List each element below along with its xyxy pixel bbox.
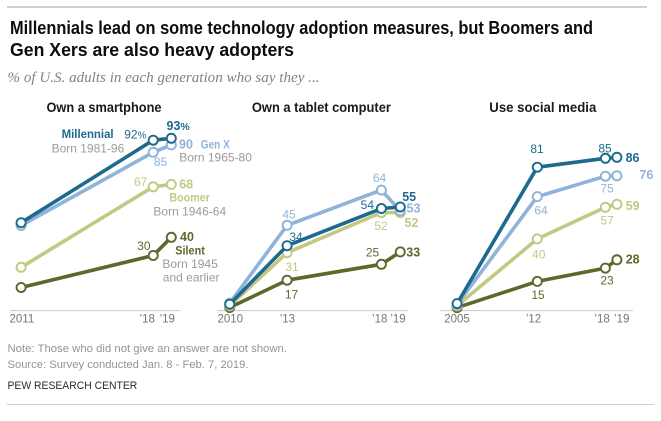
svg-text:90: 90 <box>179 137 193 151</box>
svg-text:Born 1981-96: Born 1981-96 <box>52 141 125 155</box>
svg-text:Gen X: Gen X <box>201 137 230 151</box>
svg-text:Millennials lead on some techn: Millennials lead on some technology adop… <box>10 18 593 38</box>
svg-text:and earlier: and earlier <box>163 271 220 285</box>
svg-text:Note: Those who did not give a: Note: Those who did not give an answer a… <box>8 343 288 355</box>
svg-text:93%: 93% <box>167 119 191 133</box>
svg-text:23: 23 <box>600 274 614 288</box>
svg-text:2010: 2010 <box>218 314 244 326</box>
svg-text:54: 54 <box>361 198 375 212</box>
svg-text:Own a smartphone: Own a smartphone <box>47 100 162 115</box>
svg-text:’18: ’18 <box>140 314 155 326</box>
svg-text:28: 28 <box>626 253 640 267</box>
svg-text:Born 1965-80: Born 1965-80 <box>179 151 252 165</box>
svg-text:34: 34 <box>289 230 303 244</box>
svg-text:57: 57 <box>600 214 614 228</box>
svg-text:Source: Survey conducted Jan.: Source: Survey conducted Jan. 8 - Feb. 7… <box>8 359 249 371</box>
svg-text:40: 40 <box>532 248 546 262</box>
svg-text:’12: ’12 <box>526 314 541 326</box>
svg-text:52: 52 <box>374 219 388 233</box>
svg-text:’18: ’18 <box>594 314 609 326</box>
svg-text:’13: ’13 <box>280 314 295 326</box>
svg-text:PEW RESEARCH CENTER: PEW RESEARCH CENTER <box>8 380 138 392</box>
svg-text:’18: ’18 <box>372 314 387 326</box>
svg-text:Boomer: Boomer <box>169 190 210 204</box>
svg-text:25: 25 <box>366 245 380 259</box>
svg-text:33: 33 <box>406 245 420 259</box>
svg-text:31: 31 <box>285 260 299 274</box>
svg-text:59: 59 <box>626 199 640 213</box>
svg-text:85: 85 <box>598 142 612 156</box>
svg-text:53: 53 <box>407 202 421 216</box>
svg-text:67: 67 <box>134 175 148 189</box>
svg-text:15: 15 <box>531 288 545 302</box>
svg-text:Gen Xers are also heavy adopte: Gen Xers are also heavy adopters <box>10 40 294 60</box>
svg-text:92%: 92% <box>124 127 146 141</box>
svg-text:Born 1945: Born 1945 <box>162 257 218 271</box>
svg-text:Use social media: Use social media <box>489 100 596 115</box>
svg-text:Millennial: Millennial <box>62 127 114 141</box>
svg-text:’19: ’19 <box>390 314 405 326</box>
svg-text:Own a tablet computer: Own a tablet computer <box>252 100 392 115</box>
svg-text:30: 30 <box>137 239 151 253</box>
svg-text:55: 55 <box>402 190 416 204</box>
svg-text:45: 45 <box>282 208 296 222</box>
svg-text:75: 75 <box>600 182 614 196</box>
svg-text:2011: 2011 <box>10 314 35 326</box>
svg-text:’19: ’19 <box>160 314 175 326</box>
svg-text:Born 1946-64: Born 1946-64 <box>153 204 226 218</box>
svg-text:2005: 2005 <box>444 314 470 326</box>
svg-text:76: 76 <box>639 168 653 182</box>
svg-text:17: 17 <box>285 288 299 302</box>
svg-text:81: 81 <box>530 142 544 156</box>
svg-text:64: 64 <box>373 171 387 185</box>
svg-text:85: 85 <box>154 155 168 169</box>
svg-text:% of U.S. adults in each gener: % of U.S. adults in each generation who … <box>8 70 320 86</box>
svg-text:64: 64 <box>534 204 548 218</box>
svg-text:40: 40 <box>180 230 194 244</box>
svg-text:’19: ’19 <box>614 314 629 326</box>
svg-text:68: 68 <box>179 178 193 192</box>
svg-text:86: 86 <box>626 151 640 165</box>
svg-text:52: 52 <box>405 216 419 230</box>
svg-text:Silent: Silent <box>175 244 205 258</box>
